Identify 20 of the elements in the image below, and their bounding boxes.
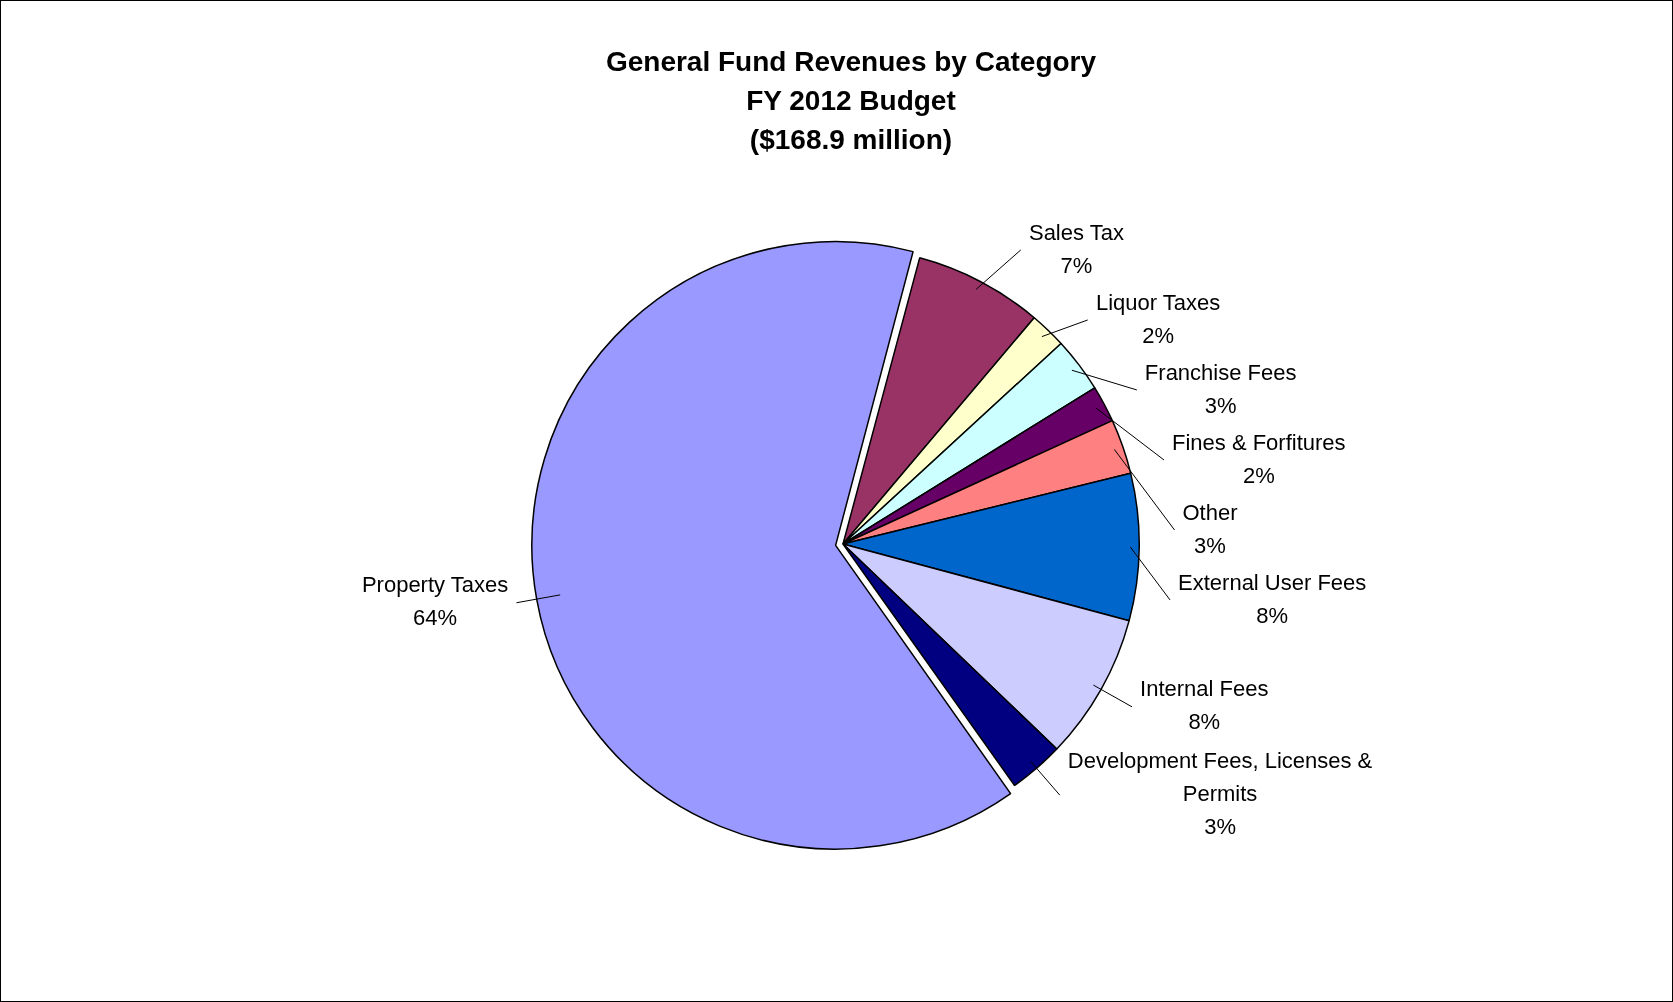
data-label: 8% [1256, 602, 1289, 628]
slice-label: Sales Tax [1028, 219, 1124, 245]
slice-label: Internal Fees [1140, 676, 1269, 702]
slice-label: External User Fees [1178, 569, 1367, 595]
data-label: 2% [1142, 322, 1174, 348]
slice-label: Liquor Taxes [1095, 289, 1221, 315]
data-label: 7% [1060, 252, 1093, 278]
slice-label: Fines & Forfitures [1171, 429, 1346, 455]
slice-label: Franchise Fees [1144, 359, 1297, 385]
data-label: 3% [1204, 392, 1237, 418]
slice-label: Property Taxes [361, 572, 509, 598]
data-label: 8% [1188, 709, 1221, 735]
data-label: 3% [1204, 814, 1236, 840]
slice-label: Development Fees, Licenses & Permits [1067, 748, 1373, 807]
chart-subtitle: FY 2012 Budget ($168.9 million) [746, 84, 956, 155]
chart-title: General Fund Revenues by Category [605, 45, 1097, 77]
data-label: 3% [1194, 532, 1226, 558]
data-label: 2% [1242, 462, 1275, 488]
slice-label: Other [1182, 499, 1238, 525]
data-label: 64% [413, 605, 458, 631]
